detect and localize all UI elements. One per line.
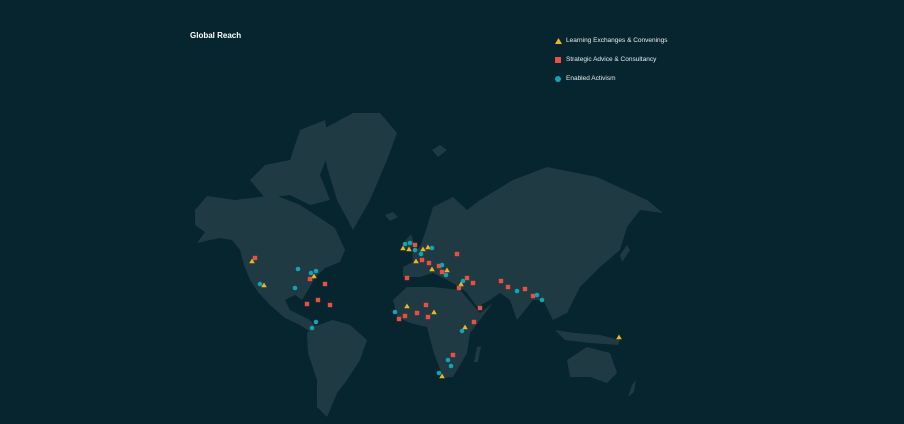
marker-learning[interactable]	[429, 266, 435, 272]
south-america	[307, 320, 367, 417]
land-masses	[195, 113, 663, 417]
marker-learning[interactable]	[616, 334, 622, 340]
marker-strategic[interactable]	[315, 297, 321, 303]
marker-activism[interactable]	[292, 285, 298, 291]
japan	[620, 245, 630, 262]
marker-strategic[interactable]	[530, 293, 536, 299]
marker-strategic[interactable]	[307, 276, 313, 282]
marker-learning[interactable]	[425, 244, 431, 250]
marker-learning[interactable]	[462, 324, 468, 330]
marker-strategic[interactable]	[327, 302, 333, 308]
marker-activism[interactable]	[448, 363, 454, 369]
marker-activism[interactable]	[534, 292, 540, 298]
marker-activism[interactable]	[418, 251, 424, 257]
legend-label: Learning Exchanges & Convenings	[566, 37, 668, 44]
legend-item-learning[interactable]: Learning Exchanges & Convenings	[553, 31, 668, 50]
marker-activism[interactable]	[295, 266, 301, 272]
marker-strategic[interactable]	[454, 251, 460, 257]
marker-strategic[interactable]	[404, 275, 410, 281]
map-title: Global Reach	[190, 31, 242, 40]
iceland	[385, 212, 398, 221]
marker-learning[interactable]	[420, 246, 426, 252]
triangle-icon	[553, 37, 563, 44]
marker-strategic[interactable]	[439, 269, 445, 275]
marker-activism[interactable]	[443, 272, 449, 278]
marker-strategic[interactable]	[470, 280, 476, 286]
marker-strategic[interactable]	[477, 305, 483, 311]
marker-strategic[interactable]	[464, 275, 470, 281]
legend-label: Strategic Advice & Consultancy	[566, 56, 657, 63]
svalbard	[432, 145, 447, 157]
marker-strategic[interactable]	[505, 284, 511, 290]
marker-activism[interactable]	[429, 245, 435, 251]
legend-item-activism[interactable]: Enabled Activism	[553, 69, 668, 88]
square-icon	[553, 56, 563, 63]
marker-activism[interactable]	[308, 270, 314, 276]
legend-item-strategic[interactable]: Strategic Advice & Consultancy	[553, 50, 668, 69]
madagascar	[474, 346, 481, 362]
marker-strategic[interactable]	[425, 314, 431, 320]
legend-label: Enabled Activism	[566, 75, 616, 82]
marker-strategic[interactable]	[414, 310, 420, 316]
marker-strategic[interactable]	[423, 302, 429, 308]
marker-strategic[interactable]	[322, 281, 328, 287]
marker-activism[interactable]	[459, 328, 465, 334]
arctic-islands	[250, 120, 330, 205]
marker-learning[interactable]	[431, 309, 437, 315]
marker-learning[interactable]	[406, 246, 412, 252]
southeast-asia-islands	[555, 330, 620, 345]
africa	[393, 287, 493, 378]
australia	[567, 347, 617, 383]
marker-strategic[interactable]	[419, 257, 425, 263]
marker-activism[interactable]	[313, 268, 319, 274]
marker-activism[interactable]	[402, 241, 408, 247]
marker-strategic[interactable]	[436, 263, 442, 269]
marker-strategic[interactable]	[426, 260, 432, 266]
marker-activism[interactable]	[257, 281, 263, 287]
marker-activism[interactable]	[445, 357, 451, 363]
marker-strategic[interactable]	[396, 316, 402, 322]
marker-activism[interactable]	[514, 288, 520, 294]
marker-learning[interactable]	[261, 282, 267, 288]
marker-strategic[interactable]	[450, 352, 456, 358]
marker-learning[interactable]	[404, 303, 410, 309]
marker-activism[interactable]	[309, 325, 315, 331]
marker-strategic[interactable]	[304, 301, 310, 307]
marker-learning[interactable]	[311, 273, 317, 279]
marker-strategic[interactable]	[252, 255, 258, 261]
marker-strategic[interactable]	[402, 313, 408, 319]
marker-learning[interactable]	[413, 258, 419, 264]
north-america	[195, 195, 345, 333]
marker-strategic[interactable]	[522, 286, 528, 292]
marker-learning[interactable]	[439, 373, 445, 379]
greenland	[320, 113, 397, 230]
marker-strategic[interactable]	[471, 319, 477, 325]
marker-activism[interactable]	[460, 278, 466, 284]
circle-icon	[553, 75, 563, 82]
legend: Learning Exchanges & Convenings Strategi…	[553, 31, 668, 88]
marker-learning[interactable]	[249, 258, 255, 264]
marker-activism[interactable]	[392, 309, 398, 315]
marker-learning[interactable]	[458, 281, 464, 287]
new-zealand	[628, 380, 636, 397]
marker-strategic[interactable]	[456, 285, 462, 291]
marker-activism[interactable]	[436, 370, 442, 376]
marker-activism[interactable]	[313, 319, 319, 325]
marker-activism[interactable]	[439, 262, 445, 268]
marker-activism[interactable]	[407, 240, 413, 246]
marker-activism[interactable]	[412, 247, 418, 253]
marker-activism[interactable]	[539, 297, 545, 303]
marker-strategic[interactable]	[498, 278, 504, 284]
marker-strategic[interactable]	[412, 242, 418, 248]
markers	[249, 240, 622, 379]
marker-learning[interactable]	[444, 267, 450, 273]
eurasia	[403, 167, 663, 320]
marker-learning[interactable]	[400, 245, 406, 251]
